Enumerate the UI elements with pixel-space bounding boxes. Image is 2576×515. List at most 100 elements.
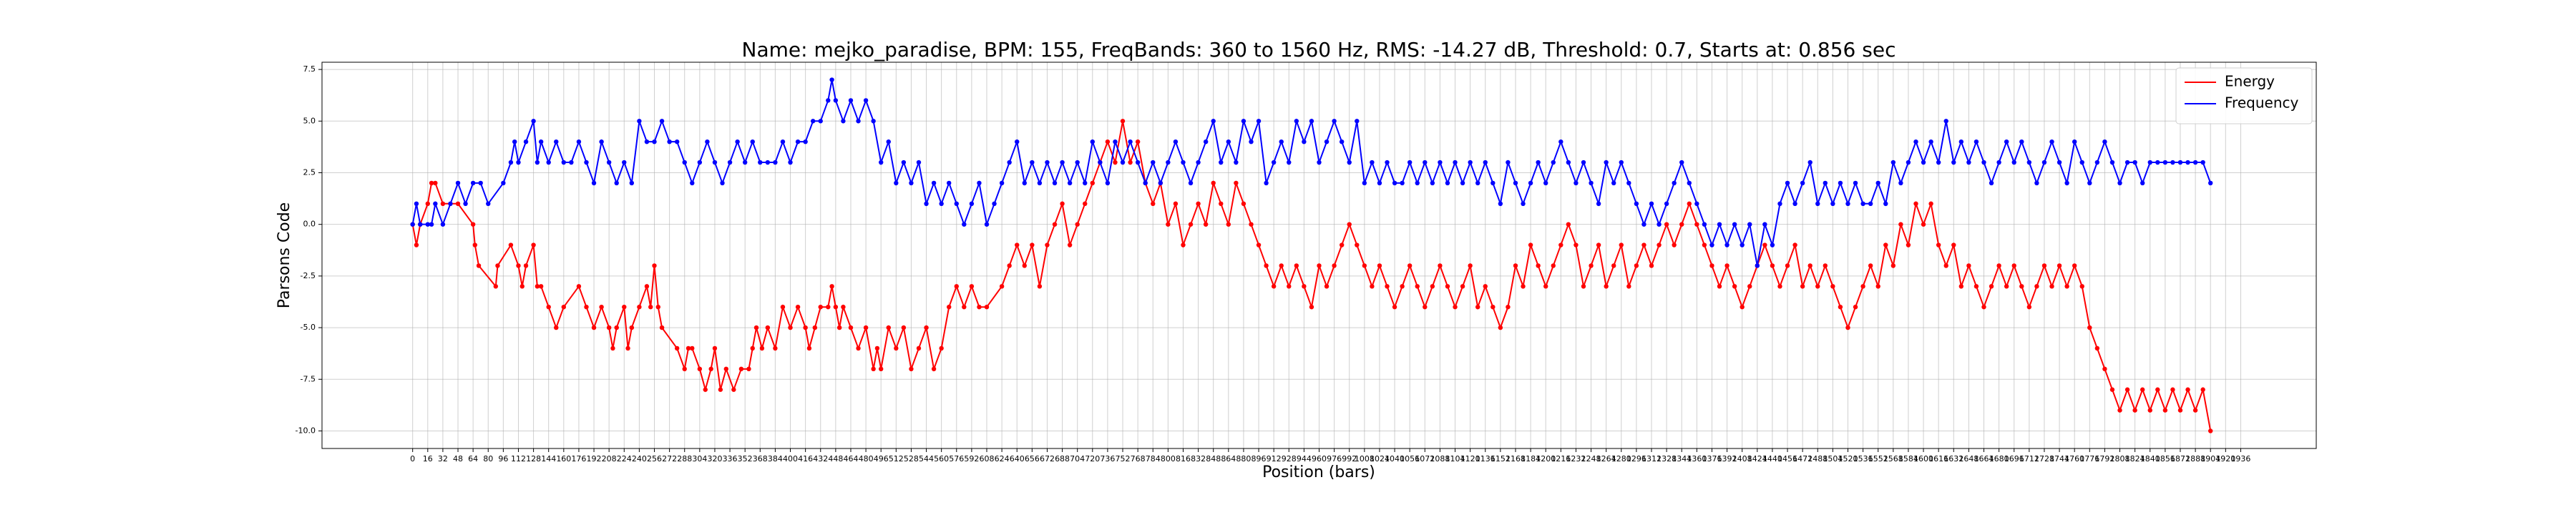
data-point (2132, 160, 2137, 165)
x-tick-label: 416 (798, 454, 813, 464)
data-point (1747, 222, 1752, 227)
data-point (418, 222, 423, 227)
data-point (1717, 222, 1722, 227)
data-point (1105, 139, 1111, 144)
data-point (810, 119, 816, 124)
data-point (1574, 242, 1579, 247)
x-tick-label: 1856 (2155, 454, 2175, 464)
data-point (1777, 201, 1782, 207)
data-point (1460, 284, 1465, 289)
data-point (977, 180, 982, 186)
data-point (2019, 284, 2024, 289)
data-point (1445, 180, 1450, 186)
data-point (2049, 139, 2054, 144)
data-point (561, 304, 567, 310)
x-tick-label: 1552 (1868, 454, 1888, 464)
data-point (1453, 160, 1458, 165)
data-point (2132, 408, 2137, 413)
x-tick-label: 1712 (2019, 454, 2039, 464)
data-point (1709, 242, 1714, 247)
data-point (1181, 160, 1186, 165)
legend-label: Frequency (2225, 94, 2298, 112)
data-point (1468, 263, 1473, 268)
data-point (1604, 160, 1609, 165)
data-point (1641, 222, 1646, 227)
data-point (1551, 263, 1556, 268)
x-tick-label: 1296 (1626, 454, 1646, 464)
data-point (2079, 284, 2084, 289)
data-point (1362, 263, 1367, 268)
data-point (2034, 180, 2039, 186)
data-point (703, 387, 708, 392)
data-point (682, 160, 687, 165)
x-tick-label: 1232 (1566, 454, 1586, 464)
data-point (1203, 222, 1209, 227)
data-point (1521, 201, 1526, 207)
data-point (659, 119, 665, 124)
data-point (833, 304, 839, 310)
data-point (1022, 263, 1027, 268)
data-point (931, 180, 937, 186)
data-point (712, 345, 718, 351)
x-tick-label: 784 (1146, 454, 1161, 464)
data-point (856, 119, 861, 124)
data-point (1294, 119, 1299, 124)
data-point (2049, 284, 2054, 289)
data-point (2102, 139, 2107, 144)
data-point (599, 139, 604, 144)
data-point (1007, 160, 1012, 165)
data-point (947, 180, 952, 186)
data-point (610, 345, 615, 351)
data-point (1196, 201, 1201, 207)
x-tick-label: 1120 (1460, 454, 1480, 464)
data-point (1060, 160, 1065, 165)
data-point (622, 304, 627, 310)
data-point (1302, 139, 1307, 144)
data-point (546, 304, 551, 310)
data-point (1641, 242, 1646, 247)
data-point (829, 284, 834, 289)
data-point (686, 345, 691, 351)
data-point (1468, 160, 1473, 165)
data-point (2208, 180, 2213, 186)
data-point (1067, 242, 1073, 247)
data-point (1287, 160, 1292, 165)
data-point (1052, 222, 1058, 227)
data-point (1634, 263, 1639, 268)
data-point (746, 366, 751, 372)
data-point (773, 345, 778, 351)
data-point (924, 325, 929, 330)
data-point (1090, 139, 1095, 144)
data-point (1936, 160, 1941, 165)
data-point (1294, 263, 1299, 268)
x-tick-label: 1104 (1445, 454, 1465, 464)
data-point (1823, 263, 1828, 268)
y-tick-label: -10.0 (296, 426, 316, 435)
x-tick-label: 32 (438, 454, 448, 464)
data-point (1551, 160, 1556, 165)
x-tick-label: 432 (813, 454, 828, 464)
x-tick-label: 1408 (1732, 454, 1752, 464)
data-point (1657, 222, 1662, 227)
data-point (718, 387, 723, 392)
data-point (1037, 180, 1043, 186)
x-tick-label: 1136 (1475, 454, 1496, 464)
data-point (947, 304, 952, 310)
data-point (1491, 180, 1496, 186)
data-point (1823, 180, 1828, 186)
data-point (803, 139, 808, 144)
data-point (1694, 222, 1699, 227)
data-point (644, 284, 650, 289)
data-point (1317, 263, 1322, 268)
data-point (969, 201, 975, 207)
data-point (1181, 242, 1186, 247)
x-tick-label: 976 (1327, 454, 1342, 464)
data-point (2026, 160, 2032, 165)
data-point (1090, 180, 1095, 186)
data-point (1958, 139, 1964, 144)
data-point (1271, 284, 1277, 289)
data-point (1135, 139, 1141, 144)
data-point (1921, 160, 1926, 165)
x-tick-label: 400 (783, 454, 798, 464)
x-tick-label: 1760 (2064, 454, 2084, 464)
